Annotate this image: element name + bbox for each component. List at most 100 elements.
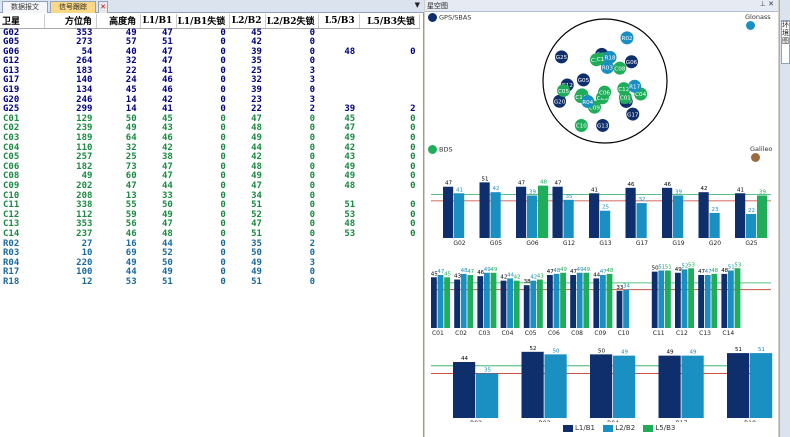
table-row[interactable]: C02 239 49 43 0 48 0 47 0 bbox=[0, 124, 420, 134]
skyplot-satellite[interactable]: C10 bbox=[574, 118, 588, 132]
side-tab-strip: 环境图 bbox=[779, 0, 790, 437]
table-cell: 41 bbox=[161, 65, 173, 76]
signal-bar bbox=[704, 275, 711, 328]
skyplot-satellite[interactable]: G25 bbox=[554, 50, 568, 64]
table-cell: 3 bbox=[309, 75, 315, 86]
skyplot-satellite[interactable]: G13 bbox=[596, 118, 610, 132]
table-row[interactable]: G19 134 45 46 0 39 0 bbox=[0, 85, 420, 96]
skyplot-satellite[interactable]: G05 bbox=[576, 73, 590, 87]
skyplot-satellite[interactable]: C08 bbox=[613, 61, 627, 75]
table-row[interactable]: C06 182 73 47 0 48 0 49 0 bbox=[0, 162, 420, 173]
skyplot-satellite[interactable]: R18 bbox=[603, 50, 617, 64]
dropdown-arrow-icon[interactable]: ▼ bbox=[414, 1, 420, 9]
table-cell: 353 bbox=[76, 27, 93, 38]
column-header[interactable]: L2/B2失锁 bbox=[265, 14, 320, 29]
table-row[interactable]: R04 220 49 50 0 49 3 bbox=[0, 258, 420, 269]
table-cell: 49 bbox=[344, 133, 356, 144]
table-row[interactable]: C04 110 32 42 0 44 0 42 0 bbox=[0, 143, 420, 154]
table-row[interactable]: R03 10 69 52 0 50 0 bbox=[0, 249, 420, 259]
table-row[interactable]: G06 54 40 47 0 39 0 48 0 bbox=[0, 46, 420, 58]
table-row[interactable]: R18 12 53 51 0 51 0 bbox=[0, 277, 420, 288]
table-row[interactable]: C14 237 46 48 0 51 0 53 0 bbox=[0, 228, 420, 240]
satellite-label: R02 bbox=[621, 36, 632, 42]
signal-bar bbox=[698, 275, 704, 328]
bar-value-label: 48 bbox=[540, 180, 547, 186]
skyplot-satellite[interactable]: R03 bbox=[600, 60, 614, 74]
skyplot-satellite[interactable]: R04 bbox=[581, 95, 595, 109]
table-row[interactable]: G12 264 32 47 0 35 0 bbox=[0, 57, 420, 67]
table-row[interactable]: R17 100 44 49 0 49 0 bbox=[0, 268, 420, 278]
table-row[interactable]: C05 257 25 38 0 42 0 43 0 bbox=[0, 153, 420, 163]
column-header[interactable]: 方位角 bbox=[44, 14, 97, 29]
skyplot-satellite[interactable]: G06 bbox=[624, 55, 638, 69]
bar-value-label: 25 bbox=[602, 205, 609, 211]
table-cell: 47 bbox=[344, 123, 356, 134]
skyplot-satellite[interactable]: C12 bbox=[617, 82, 631, 96]
table-row[interactable]: C11 338 55 50 0 51 0 51 0 bbox=[0, 201, 420, 211]
satellite-marker bbox=[613, 61, 627, 75]
column-header[interactable]: L5/B3 bbox=[318, 14, 360, 29]
bar-value-label: 47 bbox=[437, 269, 444, 275]
table-row[interactable]: G05 273 57 51 0 42 0 bbox=[0, 37, 420, 48]
signal-bar bbox=[750, 353, 773, 418]
signal-bar bbox=[560, 272, 566, 328]
column-header[interactable]: L1/B1失锁 bbox=[176, 14, 231, 29]
table-cell: 59 bbox=[125, 209, 137, 220]
signal-bar bbox=[552, 186, 563, 238]
category-tick-label: G20 bbox=[709, 240, 721, 247]
satellite-marker bbox=[620, 31, 634, 45]
table-cell: C10 bbox=[3, 190, 20, 201]
table-cell: 69 bbox=[125, 248, 137, 259]
bar-value-label: 49 bbox=[690, 350, 697, 356]
side-tab-environment[interactable]: 环境图 bbox=[781, 20, 790, 64]
table-row[interactable]: G25 299 14 41 0 22 2 39 2 bbox=[0, 105, 420, 115]
table-row[interactable]: C13 353 56 47 0 47 0 48 0 bbox=[0, 220, 420, 230]
tab-signal-tracking[interactable]: 信号跟踪 bbox=[50, 1, 96, 13]
table-row[interactable]: G20 246 14 42 0 23 3 bbox=[0, 95, 420, 106]
skyplot-satellite[interactable]: R17 bbox=[628, 79, 642, 93]
signal-bar bbox=[454, 193, 465, 238]
skyplot-satellite[interactable]: C06 bbox=[598, 85, 612, 99]
signal-bar bbox=[484, 272, 490, 328]
close-tab-icon[interactable]: ✕ bbox=[98, 1, 108, 13]
bar-value-label: 48 bbox=[711, 268, 718, 274]
skyplot-satellite[interactable]: G17 bbox=[626, 107, 640, 121]
category-tick-label: C03 bbox=[478, 330, 490, 337]
signal-bar bbox=[681, 269, 688, 328]
table-cell: 134 bbox=[76, 85, 93, 96]
table-row[interactable]: G13 183 22 41 0 25 3 bbox=[0, 65, 420, 77]
table-cell: 47 bbox=[161, 219, 173, 230]
table-row[interactable]: C08 49 60 47 0 49 0 49 0 bbox=[0, 172, 420, 182]
satellite-marker bbox=[557, 84, 571, 98]
table-row[interactable]: C12 112 59 49 0 52 0 53 0 bbox=[0, 209, 420, 221]
column-header[interactable]: L5/B3失锁 bbox=[359, 14, 421, 29]
signal-bar bbox=[675, 272, 681, 328]
gps-dot-icon bbox=[428, 13, 437, 22]
close-icon[interactable]: ✕ bbox=[768, 0, 774, 8]
table-cell: 0 bbox=[220, 85, 226, 96]
table-row[interactable]: C10 208 13 33 0 34 0 bbox=[0, 190, 420, 202]
column-header[interactable]: 高度角 bbox=[96, 14, 142, 29]
table-row[interactable]: G17 140 24 46 0 32 3 bbox=[0, 76, 420, 86]
table-cell bbox=[319, 240, 359, 250]
pin-icon[interactable]: ⊥ bbox=[759, 0, 766, 8]
table-row[interactable]: C09 202 47 44 0 47 0 48 0 bbox=[0, 181, 420, 192]
column-header[interactable]: L1/B1 bbox=[140, 14, 178, 29]
table-cell: 57 bbox=[125, 37, 137, 48]
table-cell: 0 bbox=[309, 228, 315, 239]
skyplot-satellite[interactable]: G20 bbox=[553, 94, 567, 108]
skyplot-satellite[interactable]: R02 bbox=[620, 31, 634, 45]
skyplot-satellite[interactable]: C05 bbox=[557, 84, 571, 98]
column-header[interactable]: 卫星 bbox=[0, 14, 45, 29]
column-header[interactable]: L2/B2 bbox=[229, 14, 267, 29]
table-row[interactable]: R02 27 16 44 0 35 2 bbox=[0, 239, 420, 250]
signal-bar bbox=[589, 193, 600, 238]
table-cell: 56 bbox=[125, 219, 137, 230]
table-cell: 0 bbox=[220, 65, 226, 76]
tab-data-message[interactable]: 数据报文 bbox=[2, 1, 48, 13]
table-row[interactable]: C01 129 50 45 0 47 0 45 0 bbox=[0, 114, 420, 125]
table-cell: 34 bbox=[251, 190, 262, 201]
table-row[interactable]: G02 353 49 47 0 45 0 bbox=[0, 28, 420, 38]
table-row[interactable]: C03 189 64 46 0 49 0 49 0 bbox=[0, 133, 420, 144]
table-cell: 39 bbox=[251, 46, 262, 57]
